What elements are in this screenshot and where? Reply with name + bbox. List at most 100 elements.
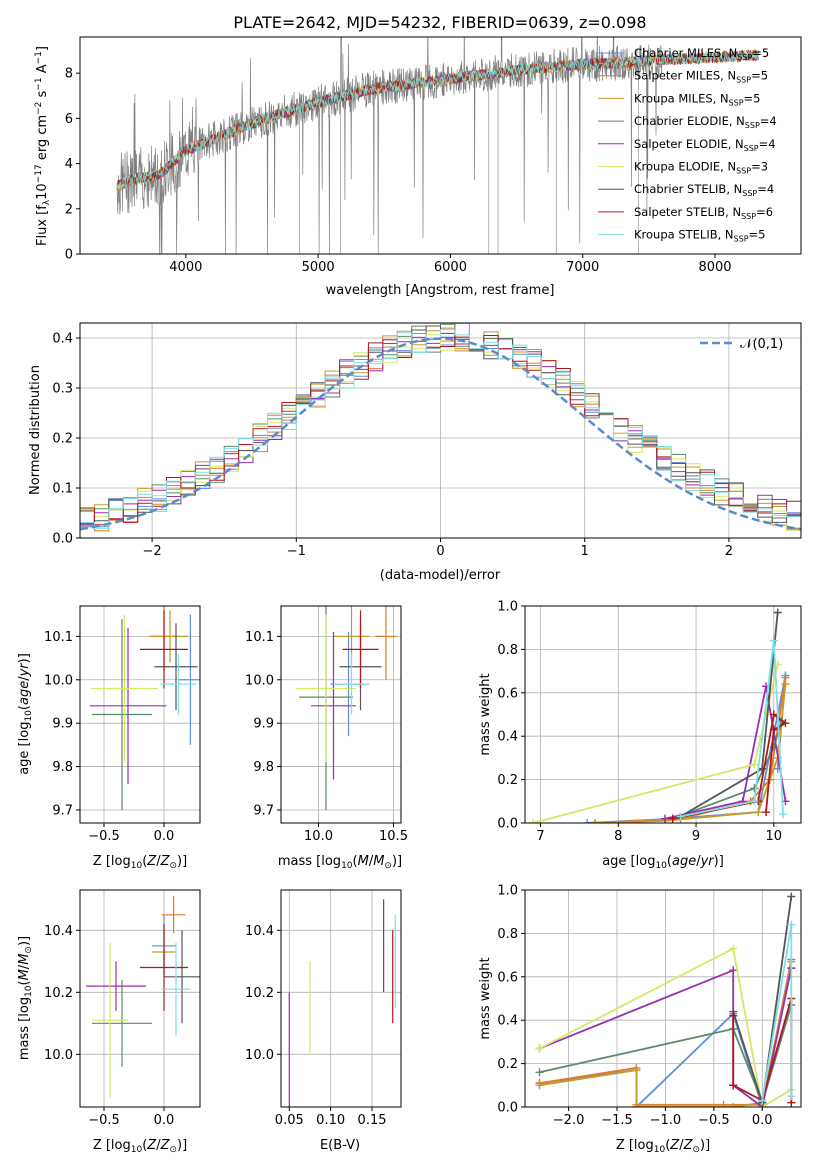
- data-point: [92, 979, 152, 1067]
- weight-marker: [769, 636, 778, 645]
- weight-marker: [590, 819, 599, 823]
- weight-marker: [758, 1096, 767, 1105]
- x-tick-label: −0.5: [88, 829, 120, 844]
- y-tick-label: 9.9: [52, 717, 73, 732]
- histogram-8: [80, 335, 801, 526]
- legend-label: Salpeter MILES, NSSP=5: [634, 69, 768, 85]
- legend-label: Kroupa MILES, NSSP=5: [634, 91, 760, 107]
- weight-marker: [632, 1103, 641, 1107]
- weight-marker: [769, 710, 778, 719]
- y-tick-label: 10.0: [44, 1048, 73, 1063]
- chart-spectrum: 4000 5000 6000 7000 8000 0 2 4 6 8 wavelength [Ang…: [34, 36, 802, 298]
- y-tick-label: 10.0: [245, 1048, 274, 1063]
- weight-marker: [754, 808, 763, 817]
- y-axis-label: mass weight: [478, 673, 493, 755]
- weight-marker: [729, 966, 738, 975]
- axes: 4000 5000 6000 7000 8000 0 2 4 6 8 wavelength [Ang…: [34, 36, 802, 298]
- plot-area: [89, 606, 200, 810]
- weight-marker: [583, 819, 592, 823]
- x-tick-label: −1: [287, 544, 306, 559]
- x-tick-label: −1.0: [650, 1113, 682, 1128]
- y-tick-label: 0.4: [497, 1014, 518, 1029]
- y-tick-label: 9.8: [52, 760, 73, 775]
- y-tick-label: 10.0: [44, 673, 73, 688]
- data-point: [375, 606, 397, 680]
- y-tick-label: 1.0: [497, 600, 518, 615]
- weight-marker: [535, 1044, 544, 1053]
- weight-line-8: [672, 712, 788, 820]
- x-axis-label: age [log10(age/yr)]: [602, 854, 724, 871]
- weight-marker: [779, 810, 788, 819]
- x-axis-label: Z [log10(Z/Z⊙)]: [93, 1138, 187, 1155]
- y-tick-label: 0.8: [497, 643, 518, 658]
- plot-area: [528, 608, 790, 823]
- plot-area: [116, 37, 759, 254]
- axes: −0.5 0.0 10.0 10.2 10.4 Z [log10(Z/Z⊙)] mass […: [17, 889, 201, 1155]
- x-tick-label: 10: [766, 829, 783, 844]
- x-tick-label: −0.5: [698, 1113, 730, 1128]
- data-point: [86, 961, 146, 1011]
- x-axis-label: (data-model)/error: [380, 568, 501, 583]
- weight-marker: [535, 1068, 544, 1077]
- data-point: [154, 623, 198, 711]
- legend-label: Kroupa STELIB, NSSP=5: [634, 228, 765, 244]
- weight-marker: [719, 1100, 728, 1107]
- x-tick-label: −2: [143, 544, 162, 559]
- plot-area: [86, 896, 200, 1098]
- y-tick-label: 10.4: [44, 924, 73, 939]
- grid: [281, 606, 401, 823]
- y-tick-label: 0.4: [497, 730, 518, 745]
- weight-marker: [535, 1081, 544, 1090]
- data-point: [333, 653, 370, 715]
- weight-marker: [676, 812, 685, 821]
- weight-line-4: [539, 1004, 793, 1106]
- data-point: [90, 614, 158, 763]
- axes: −0.5 0.0 9.7 9.8 9.9 10.0 10.1 Z [log10(Z/Z⊙)] a…: [17, 605, 201, 871]
- y-tick-label: 0.3: [52, 382, 73, 397]
- weight-marker: [750, 797, 759, 806]
- legend-label: Kroupa ELODIE, NSSP=3: [634, 160, 768, 176]
- data-point: [296, 614, 356, 763]
- x-tick-label: 10.0: [304, 829, 333, 844]
- y-tick-label: 2: [65, 202, 73, 217]
- model-line-9: [116, 50, 759, 190]
- x-tick-label: 0.0: [154, 829, 175, 844]
- axes: 0.05 0.10 0.15 10.0 10.2 10.4 E(B-V): [245, 889, 402, 1153]
- x-axis-label: mass [log10(M/M⊙)]: [278, 854, 402, 871]
- y-tick-label: 8: [65, 67, 73, 82]
- weight-marker: [729, 1081, 738, 1090]
- axes: −2 −1 0 1 2 0.0 0.1 0.2 0.3 0.4 𝒩(0,1) (data-model)…: [28, 322, 802, 583]
- weight-line-6: [539, 947, 792, 1107]
- x-tick-label: −2.0: [553, 1113, 585, 1128]
- chart-mass_vs_Z: −0.5 0.0 10.0 10.2 10.4 Z [log10(Z/Z⊙)] mass […: [17, 889, 201, 1155]
- weight-marker: [729, 1011, 738, 1020]
- axes: −2.0 −1.5 −1.0 −0.5 0.0 0.0 0.2 0.4 0.6 0.8 1.0 Z […: [478, 884, 802, 1155]
- x-tick-label: 0.15: [358, 1113, 387, 1128]
- y-axis-label: mass weight: [478, 957, 493, 1039]
- weight-marker: [769, 725, 778, 734]
- data-point: [311, 632, 356, 780]
- weight-marker: [729, 944, 738, 953]
- chart-weight_vs_Z: −2.0 −1.5 −1.0 −0.5 0.0 0.0 0.2 0.4 0.6 0.8 1.0 Z […: [478, 884, 802, 1155]
- y-axis-label: age [log10(age/yr)]: [17, 653, 34, 775]
- data-point: [140, 610, 188, 689]
- weight-marker: [632, 1066, 641, 1075]
- data-point: [140, 924, 188, 1011]
- y-tick-label: 0.6: [497, 970, 518, 985]
- figure-title: PLATE=2642, MJD=54232, FIBERID=0639, z=0…: [233, 13, 646, 32]
- y-axis-label: mass [log10(M/M⊙)]: [17, 936, 34, 1060]
- y-tick-label: 9.8: [253, 760, 274, 775]
- weight-marker: [781, 719, 790, 728]
- axes-frame: [79, 36, 802, 255]
- y-tick-label: 10.0: [245, 673, 274, 688]
- weight-marker: [787, 920, 796, 929]
- x-tick-label: 0.10: [316, 1113, 345, 1128]
- axes-frame: [524, 605, 802, 824]
- legend-label: 𝒩(0,1): [740, 337, 783, 352]
- plot-area: [535, 892, 796, 1107]
- chart-weight_vs_age: 7 8 9 10 0.0 0.2 0.4 0.6 0.8 1.0 age [log10(age/yr…: [478, 600, 802, 871]
- legend-label: Salpeter STELIB, NSSP=6: [634, 205, 773, 221]
- legend: Chabrier MILES, NSSP=5 Salpeter MILES, NS…: [598, 46, 777, 244]
- y-tick-label: 0.2: [497, 773, 518, 788]
- y-axis-label: Flux [fλ10−17 erg cm−2 s−1 A−1]: [34, 46, 52, 246]
